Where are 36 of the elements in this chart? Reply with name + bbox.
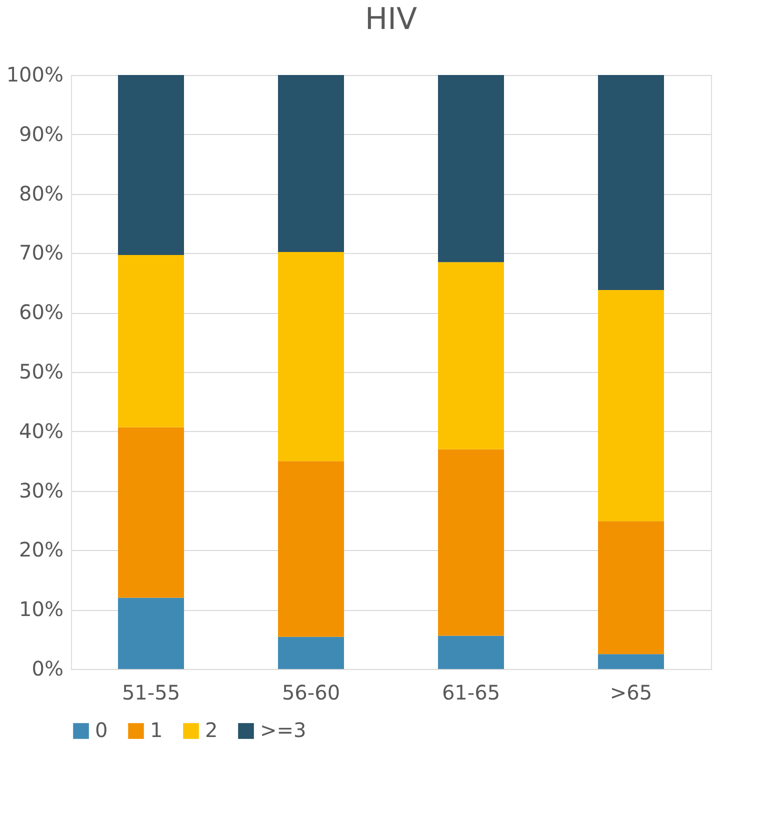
bar (438, 449, 504, 636)
bar (598, 290, 664, 522)
y-tick-label: 30% (19, 478, 64, 502)
bar (438, 75, 504, 262)
legend-label: 2 (205, 718, 218, 742)
bar (438, 636, 504, 669)
y-tick-label: 100% (6, 62, 64, 86)
y-tick-label: 90% (19, 122, 64, 146)
bar (278, 75, 344, 252)
y-tick-label: 20% (19, 538, 64, 562)
y-tick-label: 10% (19, 597, 64, 622)
legend-label: 1 (150, 718, 163, 742)
bar (438, 262, 504, 450)
y-tick-label: 60% (19, 300, 64, 324)
legend-label: 0 (95, 718, 108, 742)
bar (118, 254, 184, 428)
bar (598, 654, 664, 669)
y-tick-label: 50% (19, 360, 64, 384)
x-tick-label: >65 (610, 680, 652, 704)
chart-title: HIV (365, 2, 418, 37)
bar (118, 75, 184, 255)
bar (598, 521, 664, 654)
y-tick-label: 80% (19, 181, 64, 206)
bar (278, 636, 344, 669)
y-tick-label: 40% (19, 418, 64, 443)
legend-label: >=3 (260, 718, 306, 742)
bar (278, 461, 344, 637)
bar (278, 252, 344, 462)
x-tick-label: 61-65 (442, 680, 500, 704)
y-tick-label: 0% (32, 656, 64, 680)
bar (118, 427, 184, 598)
x-tick-label: 56-60 (282, 680, 340, 704)
x-tick-label: 51-55 (122, 680, 180, 704)
y-tick-label: 70% (19, 240, 64, 265)
bar (118, 598, 184, 669)
bar (598, 75, 664, 290)
